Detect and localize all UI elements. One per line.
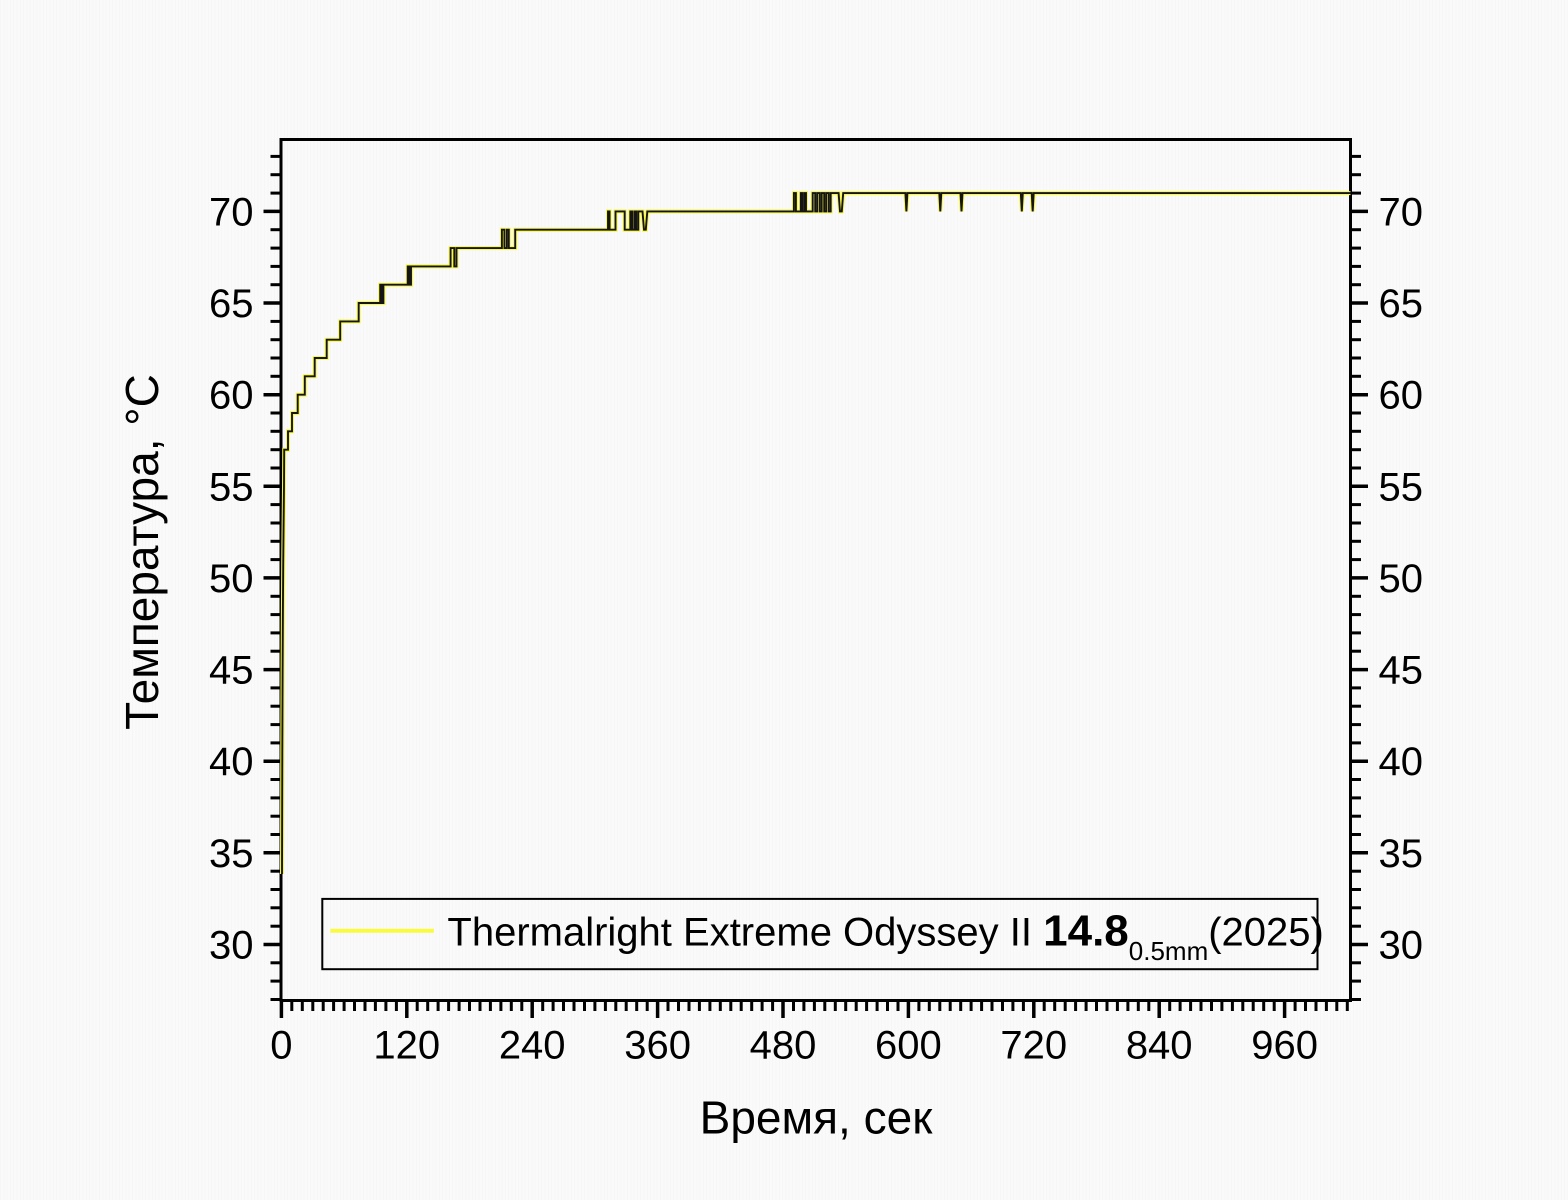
svg-text:40: 40 [1379, 740, 1424, 784]
svg-text:55: 55 [209, 465, 254, 509]
svg-text:60: 60 [209, 374, 254, 418]
svg-text:720: 720 [1000, 1024, 1067, 1068]
svg-text:45: 45 [209, 649, 254, 693]
svg-text:480: 480 [750, 1024, 817, 1068]
svg-text:30: 30 [1379, 924, 1424, 968]
svg-text:Thermalright Extreme Odyssey I: Thermalright Extreme Odyssey II 14.80.5m… [447, 907, 1323, 967]
svg-text:600: 600 [875, 1024, 942, 1068]
svg-text:50: 50 [1379, 557, 1424, 601]
svg-text:0: 0 [270, 1024, 292, 1068]
svg-text:65: 65 [209, 282, 254, 326]
svg-text:40: 40 [209, 740, 254, 784]
svg-text:840: 840 [1126, 1024, 1193, 1068]
svg-text:120: 120 [373, 1024, 440, 1068]
svg-text:70: 70 [209, 190, 254, 234]
svg-text:Температура, °C: Температура, °C [116, 374, 168, 730]
svg-text:960: 960 [1251, 1024, 1318, 1068]
svg-text:50: 50 [209, 557, 254, 601]
svg-text:65: 65 [1379, 282, 1424, 326]
svg-text:45: 45 [1379, 649, 1424, 693]
svg-text:360: 360 [624, 1024, 691, 1068]
svg-text:30: 30 [209, 924, 254, 968]
svg-text:60: 60 [1379, 374, 1424, 418]
svg-text:Время, сек: Время, сек [700, 1092, 934, 1144]
svg-text:35: 35 [209, 832, 254, 876]
svg-text:70: 70 [1379, 190, 1424, 234]
svg-text:55: 55 [1379, 465, 1424, 509]
svg-text:35: 35 [1379, 832, 1424, 876]
svg-text:240: 240 [499, 1024, 566, 1068]
